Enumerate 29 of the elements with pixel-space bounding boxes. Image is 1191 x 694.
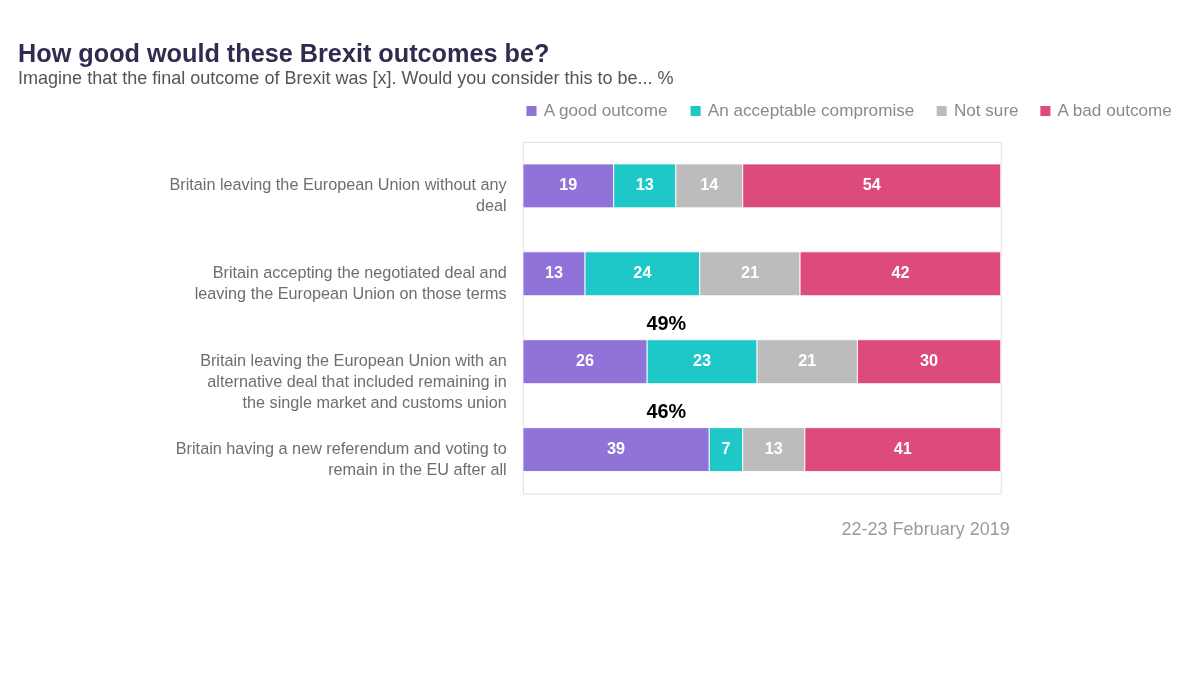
text: 22-23 February 2019: [841, 519, 1010, 540]
legend-label: A bad outcome: [1057, 100, 1172, 121]
text: Imagine that the final outcome of Brexit was [x]. Would you consider this to be... %: [18, 68, 674, 89]
data-label: 14: [700, 175, 719, 194]
data-label: 7: [721, 439, 731, 458]
data-label: 39: [607, 439, 626, 458]
y-tick-label: Britain leaving the European Union with an alternative deal that included remaining in the single market and customs union: [200, 351, 507, 411]
y-tick-label: Britain accepting the negotiated deal and leaving the European Union on those terms: [194, 263, 507, 303]
data-label: 21: [740, 263, 759, 282]
data-label: 21: [798, 351, 817, 370]
data-label: 30: [920, 351, 939, 370]
y-tick-label: Britain having a new referendum and voting to remain in the EU after all: [175, 439, 507, 478]
data-label: 23: [693, 351, 712, 370]
data-label: 41: [893, 439, 912, 458]
data-label: 13: [635, 175, 654, 194]
data-label: 13: [544, 263, 564, 282]
data-label: 26: [576, 351, 595, 370]
text: How good would these Brexit outcomes be?: [18, 38, 550, 67]
data-label: 54: [862, 175, 881, 194]
data-label: 42: [891, 263, 910, 282]
annotation: 46%: [646, 400, 687, 423]
legend-label: An acceptable compromise: [707, 100, 915, 121]
data-label: 19: [559, 175, 578, 194]
data-label: 24: [633, 263, 652, 282]
annotation: 49%: [646, 312, 687, 335]
y-tick-label: Britain leaving the European Union without any deal: [169, 175, 508, 215]
legend-label: Not sure: [953, 100, 1019, 121]
legend-label: A good outcome: [543, 100, 668, 121]
data-label: 13: [764, 439, 783, 458]
